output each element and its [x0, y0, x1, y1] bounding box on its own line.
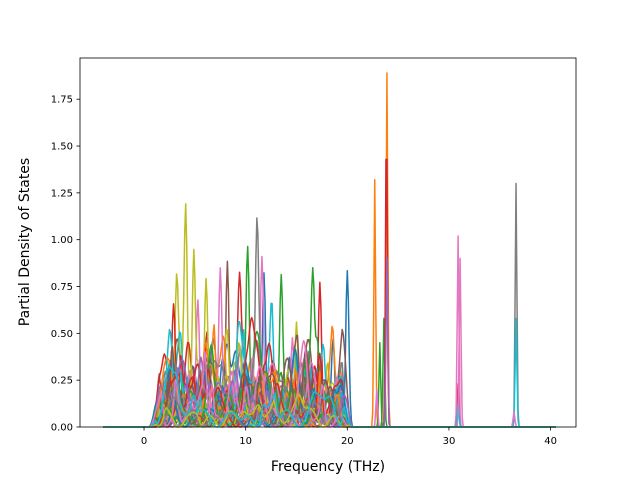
y-axis-label: Partial Density of States [17, 158, 33, 326]
y-tick-label: 1.75 [51, 95, 73, 106]
x-tick-label: 0 [141, 436, 147, 447]
y-tick-label: 0.75 [51, 282, 73, 293]
x-tick-label: 40 [544, 436, 557, 447]
y-ticks: 0.00 0.25 0.50 0.75 1.00 1.25 1.50 1.75 [51, 95, 80, 434]
y-tick-label: 1.00 [51, 235, 73, 246]
y-tick-label: 0.50 [51, 329, 73, 340]
x-axis-label: Frequency (THz) [271, 459, 385, 475]
x-tick-label: 30 [443, 436, 456, 447]
x-tick-label: 10 [239, 436, 252, 447]
x-ticks: 0 10 20 30 40 [141, 427, 557, 447]
axes-frame [79, 57, 577, 428]
y-tick-label: 1.50 [51, 142, 73, 153]
y-tick-label: 0.25 [51, 376, 73, 387]
y-tick-label: 1.25 [51, 188, 73, 199]
x-tick-label: 20 [341, 436, 354, 447]
y-tick-label: 0.00 [51, 423, 73, 434]
